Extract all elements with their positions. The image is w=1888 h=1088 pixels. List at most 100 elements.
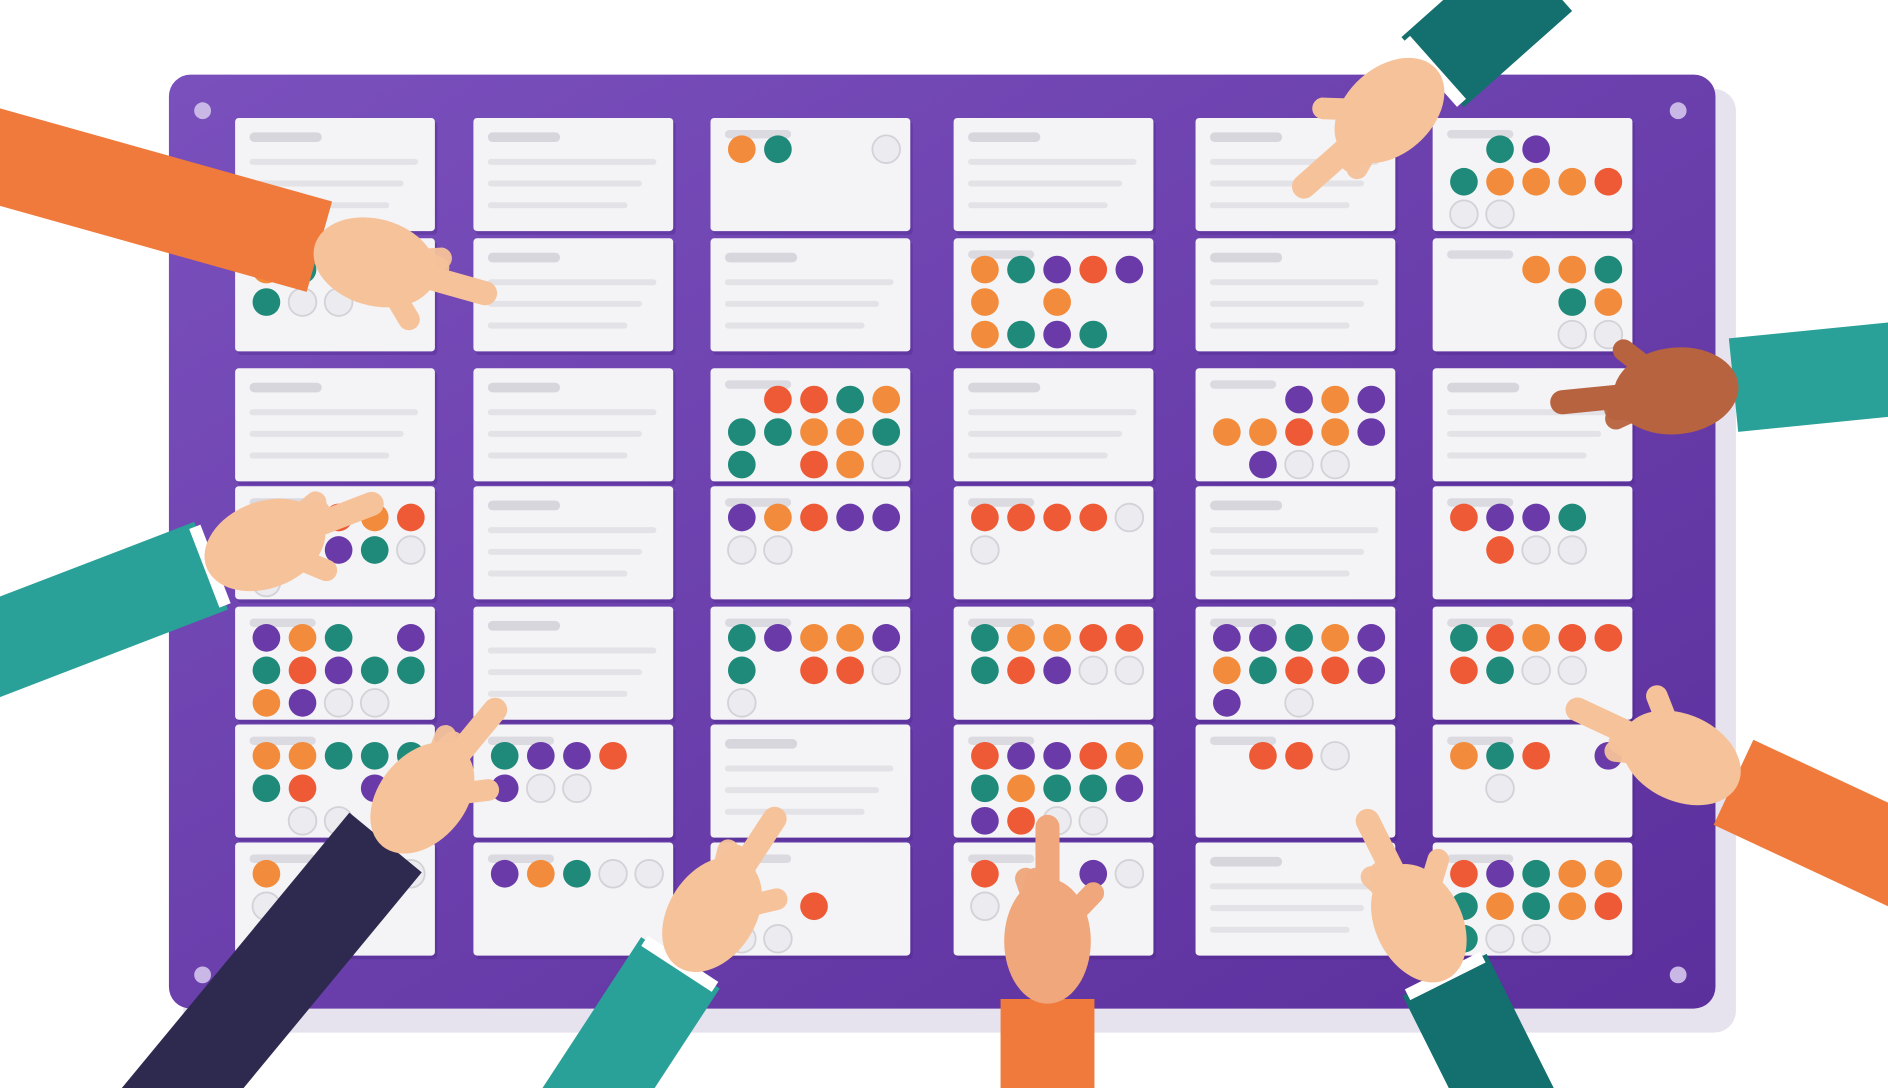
- card-line: [1209, 570, 1350, 577]
- card-heading: [724, 252, 798, 263]
- card-dot: [763, 924, 793, 954]
- card-dot: [360, 741, 389, 770]
- card-dot: [1249, 450, 1277, 479]
- card-dot: [764, 503, 792, 532]
- card-line: [487, 690, 628, 697]
- card-dot: [970, 891, 1000, 922]
- card: [1195, 486, 1398, 603]
- card-dot: [800, 385, 828, 414]
- card-dot: [1007, 503, 1035, 532]
- card: [1432, 486, 1635, 603]
- card-dot: [1558, 503, 1587, 532]
- card-dot: [1522, 135, 1550, 164]
- card: [473, 486, 676, 603]
- card-line: [249, 180, 404, 187]
- card-dot: [800, 418, 828, 446]
- card-dot: [971, 741, 999, 770]
- card: [235, 368, 438, 486]
- card-dot: [836, 656, 864, 685]
- card-line: [968, 202, 1108, 209]
- card-dot: [1486, 135, 1514, 164]
- card-line: [487, 430, 642, 437]
- card-dot: [1522, 255, 1550, 284]
- card-dot: [1557, 655, 1587, 686]
- card-dot: [1043, 741, 1071, 770]
- card-line: [1209, 527, 1379, 534]
- card-dot: [727, 624, 756, 652]
- card-dot: [1212, 656, 1241, 685]
- card-dot: [1321, 624, 1349, 652]
- card-line: [724, 808, 865, 815]
- card: [953, 606, 1156, 724]
- card-dot: [634, 859, 664, 889]
- card-dot: [971, 774, 999, 803]
- card-dot: [1007, 806, 1035, 835]
- sleeve: [1402, 953, 1554, 1088]
- card-line: [487, 409, 657, 416]
- card-line: [968, 409, 1137, 416]
- card-dot: [288, 656, 317, 685]
- card: [710, 238, 913, 356]
- card-dot: [396, 624, 425, 652]
- card-dot: [1450, 741, 1478, 770]
- card-dot: [836, 418, 864, 446]
- card-dot: [727, 135, 756, 164]
- card-dot: [871, 134, 901, 164]
- card-heading: [487, 500, 561, 511]
- card: [710, 117, 913, 235]
- card-line: [1209, 905, 1365, 912]
- card-dot: [1594, 859, 1623, 888]
- card-dot: [1486, 892, 1514, 921]
- card-dot: [396, 656, 425, 685]
- card-dot: [1449, 199, 1479, 229]
- card-dot: [1357, 385, 1386, 414]
- card-dot: [599, 741, 627, 770]
- knuckle: [1360, 866, 1430, 935]
- card-dot: [1486, 859, 1514, 888]
- card-line: [249, 158, 419, 165]
- card-line: [487, 322, 628, 329]
- card-dot: [1485, 199, 1515, 229]
- card: [1195, 238, 1398, 356]
- card-dot: [1079, 320, 1108, 349]
- card-line: [249, 452, 390, 459]
- card-line: [487, 180, 642, 187]
- card-dot: [1078, 806, 1108, 836]
- card-body: [710, 117, 911, 232]
- hand: [1565, 685, 1888, 907]
- card-dot: [1486, 536, 1514, 564]
- card-dot: [1284, 688, 1314, 718]
- card-heading: [968, 854, 1035, 863]
- card-line: [487, 570, 628, 577]
- knuckle: [364, 247, 452, 274]
- card-heading: [1209, 132, 1283, 143]
- hand: [1355, 808, 1554, 1088]
- card-dot: [1007, 656, 1035, 685]
- card-dot: [252, 741, 281, 770]
- card-line: [249, 430, 404, 437]
- card-heading: [1447, 382, 1520, 393]
- hand: [0, 108, 498, 331]
- card-dot: [252, 774, 281, 803]
- card-dot: [1558, 167, 1587, 196]
- card-dot: [1079, 774, 1108, 803]
- card-dot: [324, 656, 353, 685]
- card-dot: [1078, 655, 1108, 686]
- card-dot: [836, 385, 864, 414]
- hand: [1550, 322, 1888, 435]
- card: [1195, 368, 1398, 486]
- card-line: [968, 180, 1123, 187]
- card-dot: [872, 624, 901, 652]
- card-dot: [526, 859, 555, 888]
- card-dot: [1079, 624, 1108, 652]
- card-dot: [598, 859, 628, 889]
- card-dot: [252, 656, 281, 685]
- sleeve: [1728, 322, 1888, 432]
- card-line: [1209, 883, 1379, 890]
- card-dot: [1521, 655, 1551, 686]
- card-dot: [1043, 320, 1071, 349]
- card-dot: [562, 773, 592, 804]
- card-line: [1209, 279, 1379, 286]
- card-dot: [1043, 288, 1071, 316]
- card-dot: [1558, 255, 1587, 284]
